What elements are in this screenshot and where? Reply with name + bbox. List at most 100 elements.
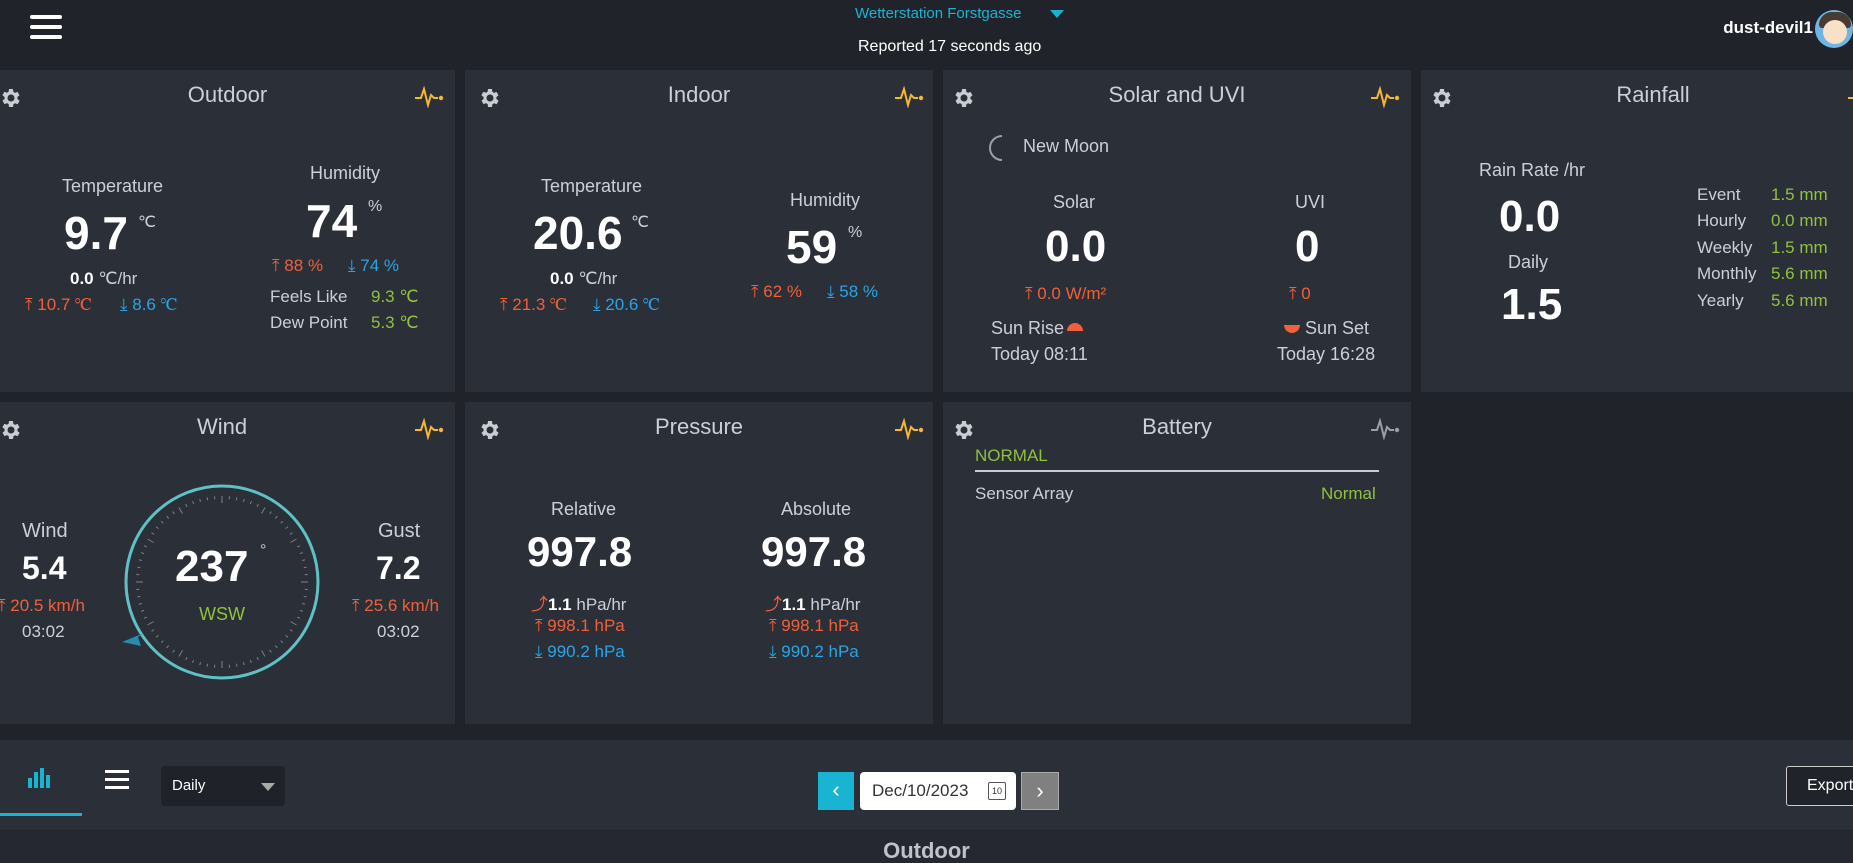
station-name[interactable]: Wetterstation Forstgasse [855, 5, 1022, 22]
relative-value: 997.8 [527, 528, 633, 575]
relative-rate: ⤴1.1 hPa/hr [531, 595, 627, 614]
sunrise-icon [1067, 323, 1083, 331]
compass-tick [185, 657, 188, 661]
compass-tick [235, 663, 238, 667]
pressure-panel: Pressure Relative 997.8 ⤴1.1 hPa/hr ⤒ 99… [465, 402, 933, 724]
temp-high: ⤒ 21.3 ℃ [500, 295, 567, 314]
gear-icon[interactable] [951, 86, 975, 110]
feels-like-value: 9.3 ℃ [371, 287, 419, 306]
sunrise-label: Sun Rise [991, 318, 1065, 338]
panel-title: Outdoor [187, 82, 268, 107]
battery-divider [975, 470, 1379, 472]
gear-icon[interactable] [477, 418, 501, 442]
temp-value: 9.7 [64, 207, 128, 259]
indoor-panel: Indoor Temperature 20.6 ℃ 0.0 ℃/hr ⤒ 21.… [465, 70, 933, 392]
solar-panel: Solar and UVI New Moon Solar 0.0 ⤒ 0.0 W… [943, 70, 1411, 392]
wind-label: Wind [22, 520, 68, 542]
period-select-value: Daily [172, 777, 206, 794]
compass-tick [297, 616, 301, 619]
compass-tick [280, 640, 284, 644]
panel-title: Battery [1142, 414, 1212, 439]
temp-low: ⤓ 20.6 ℃ [593, 295, 660, 314]
username[interactable]: dust-devil1 [1723, 18, 1813, 37]
rain-rate-value: 0.0 [1499, 192, 1561, 241]
compass-tick [147, 621, 154, 626]
compass-tick [256, 503, 259, 507]
rain-rate-label: Rain Rate /hr [1479, 160, 1586, 180]
uvi-high: ⤒ 0 [1289, 284, 1311, 303]
compass-tick [147, 538, 154, 543]
humidity-low: ⤓ 58 % [827, 282, 878, 301]
compass-tick [297, 545, 301, 548]
compass-tick [206, 497, 209, 501]
chart-section [0, 831, 1853, 863]
gear-icon[interactable] [0, 86, 22, 110]
temp-high: ⤒ 10.7 ℃ [25, 295, 92, 314]
humidity-high: ⤒ 62 % [751, 282, 802, 301]
humidity-value: 59 [786, 221, 838, 273]
previous-date-button[interactable]: ‹ [818, 772, 854, 810]
menu-icon[interactable] [30, 15, 62, 41]
compass-tick [160, 520, 164, 524]
tab-chart[interactable] [0, 740, 82, 816]
battery-status: NORMAL [975, 446, 1048, 465]
solar-label: Solar [1053, 192, 1096, 212]
pulse-chart-icon[interactable] [414, 418, 444, 440]
gear-icon[interactable] [0, 418, 22, 442]
period-select[interactable]: Daily [161, 766, 285, 806]
wind-direction-unit: ° [260, 542, 267, 559]
chart-toolbar: Daily ‹ Dec/10/2023 10 › Export [0, 740, 1853, 830]
compass-tick [290, 621, 297, 626]
dew-point-label: Dew Point [270, 313, 348, 332]
top-bar: Wetterstation Forstgasse Reported 17 sec… [0, 0, 1853, 62]
solar-value: 0.0 [1045, 222, 1107, 271]
compass-tick [290, 538, 297, 543]
pulse-chart-icon[interactable] [1370, 418, 1400, 440]
compass-tick [242, 498, 245, 502]
wind-time: 03:02 [22, 622, 65, 641]
date-input[interactable]: Dec/10/2023 10 [860, 772, 1016, 810]
compass-tick [138, 602, 142, 605]
yearly-label: Yearly [1697, 291, 1744, 310]
pulse-chart-icon[interactable] [1847, 86, 1853, 108]
temp-rate: 0.0 ℃/hr [70, 269, 138, 288]
compass-tick [289, 629, 293, 632]
reported-status: Reported 17 seconds ago [858, 38, 1042, 55]
gear-icon[interactable] [477, 86, 501, 110]
avatar[interactable] [1815, 10, 1853, 48]
export-button[interactable]: Export [1786, 766, 1853, 806]
compass-tick [178, 650, 183, 657]
battery-panel: Battery NORMAL Sensor Array Normal [943, 402, 1411, 724]
next-date-button[interactable]: › [1021, 772, 1059, 810]
compass-tick [151, 532, 155, 535]
gear-icon[interactable] [951, 418, 975, 442]
pulse-chart-icon[interactable] [414, 86, 444, 108]
absolute-low: ⤓ 990.2 hPa [769, 642, 859, 661]
temp-label: Temperature [541, 176, 643, 196]
pulse-chart-icon[interactable] [894, 86, 924, 108]
hourly-value: 0.0 mm [1771, 211, 1828, 230]
daily-label: Daily [1508, 252, 1549, 272]
compass-tick [143, 616, 147, 619]
compass-tick [249, 659, 252, 663]
compass-tick [261, 650, 266, 657]
list-icon[interactable] [105, 770, 129, 790]
sunset-time: Today 16:28 [1277, 344, 1376, 364]
pulse-chart-icon[interactable] [894, 418, 924, 440]
pulse-chart-icon[interactable] [1370, 86, 1400, 108]
uvi-label: UVI [1295, 192, 1326, 212]
calendar-icon[interactable]: 10 [988, 782, 1006, 800]
compass-tick [269, 649, 272, 653]
chevron-down-icon[interactable] [1050, 10, 1064, 18]
gear-icon[interactable] [1429, 86, 1453, 110]
compass-tick [274, 645, 278, 649]
panel-title: Rainfall [1616, 82, 1690, 107]
sensor-array-value: Normal [1321, 484, 1376, 503]
wind-high: ⤒ 20.5 km/h [0, 596, 85, 615]
absolute-rate: ⤴1.1 hPa/hr [765, 595, 861, 614]
temp-unit: ℃ [631, 214, 649, 231]
compass-tick [141, 609, 145, 612]
wind-direction-name: WSW [199, 604, 245, 624]
wind-compass [122, 484, 320, 680]
compass-tick [178, 507, 183, 514]
